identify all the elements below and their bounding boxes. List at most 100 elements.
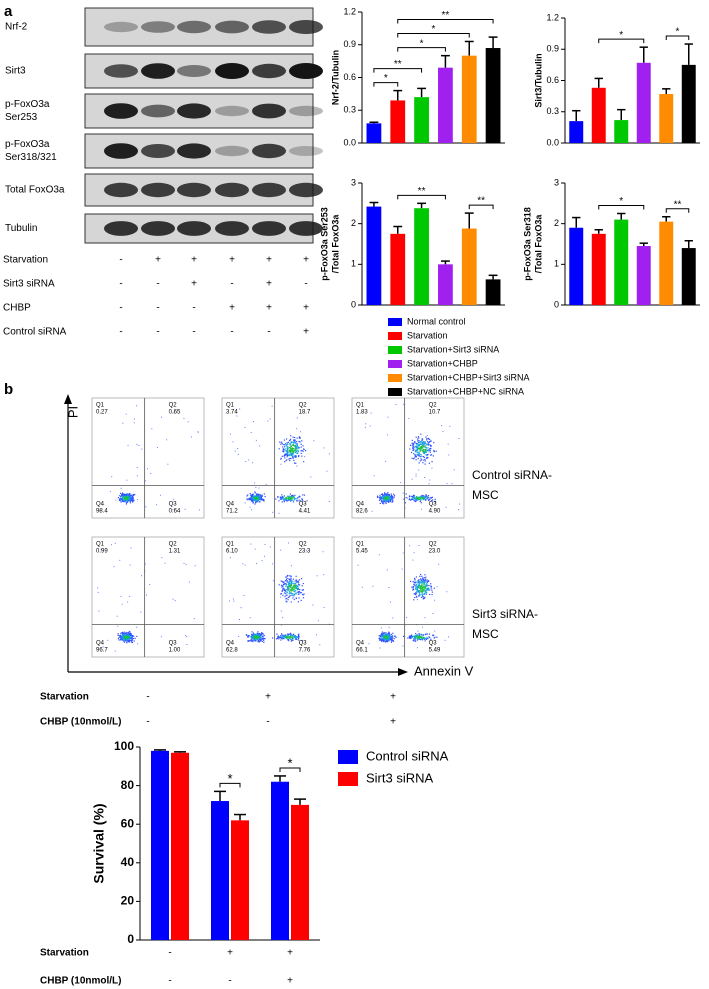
event-dot <box>281 496 283 498</box>
event-dot <box>418 591 420 594</box>
event-dot <box>292 450 294 452</box>
legend-swatch <box>338 772 358 786</box>
event-dot <box>431 593 433 596</box>
event-dot <box>414 636 416 638</box>
event-dot <box>131 494 133 496</box>
event-dot <box>278 512 280 514</box>
event-dot <box>258 634 261 636</box>
event-dot <box>125 634 127 636</box>
event-dot <box>127 496 129 499</box>
event-dot <box>286 451 289 453</box>
event-dot <box>379 647 381 649</box>
event-dot <box>120 595 122 597</box>
event-dot <box>288 585 290 587</box>
event-dot <box>135 405 137 407</box>
blot-band <box>177 20 211 34</box>
event-dot <box>278 638 280 640</box>
event-dot <box>285 583 288 585</box>
panel-label: b <box>4 381 13 398</box>
event-dot <box>416 450 418 452</box>
event-dot <box>419 449 421 451</box>
event-dot <box>409 444 412 446</box>
legend-label: Starvation+CHBP+NC siRNA <box>407 386 524 396</box>
event-dot <box>293 442 295 444</box>
legend-label: Starvation+CHBP+Sirt3 siRNA <box>407 372 530 382</box>
event-dot <box>256 495 258 497</box>
event-dot <box>421 589 423 591</box>
blot-band <box>252 221 286 236</box>
event-dot <box>382 494 384 496</box>
event-dot <box>409 637 411 640</box>
event-dot <box>252 462 254 464</box>
event-dot <box>289 633 291 635</box>
event-dot <box>417 445 419 447</box>
event-dot <box>389 638 391 640</box>
event-dot <box>250 498 253 500</box>
event-dot <box>252 632 254 634</box>
event-dot <box>426 637 428 639</box>
event-dot <box>418 439 420 442</box>
event-dot <box>282 495 284 498</box>
event-dot <box>420 591 422 593</box>
event-dot <box>385 499 387 502</box>
event-dot <box>120 487 122 489</box>
event-dot <box>293 598 295 601</box>
event-dot <box>382 637 384 639</box>
event-dot <box>110 544 112 546</box>
event-dot <box>418 637 420 639</box>
event-dot <box>125 495 127 497</box>
event-dot <box>403 498 405 500</box>
event-dot <box>420 636 422 638</box>
event-dot <box>286 445 288 447</box>
event-dot <box>293 497 295 499</box>
event-dot <box>261 560 263 562</box>
event-dot <box>420 495 422 498</box>
event-dot <box>292 593 294 595</box>
event-dot <box>259 498 261 500</box>
quadrant-name: Q1 <box>226 403 235 409</box>
event-dot <box>423 444 425 446</box>
event-dot <box>420 445 422 448</box>
event-dot <box>382 496 385 498</box>
event-dot <box>251 636 253 638</box>
event-dot <box>127 633 129 635</box>
event-dot <box>248 634 250 637</box>
event-dot <box>298 499 300 501</box>
event-dot <box>416 444 418 446</box>
event-dot <box>164 562 166 564</box>
event-dot <box>282 446 284 448</box>
event-dot <box>433 587 435 589</box>
quadrant-name: Q3 <box>169 641 178 647</box>
event-dot <box>418 498 420 500</box>
event-dot <box>278 500 280 502</box>
event-dot <box>411 451 413 454</box>
event-dot <box>261 498 263 500</box>
event-dot <box>387 633 389 635</box>
event-dot <box>364 426 366 428</box>
event-dot <box>251 509 253 511</box>
event-dot <box>251 500 253 502</box>
event-dot <box>296 638 298 640</box>
event-dot <box>301 589 303 591</box>
event-dot <box>119 559 121 561</box>
event-dot <box>294 584 296 586</box>
event-dot <box>385 632 387 634</box>
event-dot <box>120 632 122 634</box>
event-dot <box>292 448 294 450</box>
event-dot <box>413 495 416 497</box>
event-dot <box>297 452 299 454</box>
event-dot <box>102 646 104 648</box>
event-dot <box>130 634 132 637</box>
event-dot <box>383 634 385 637</box>
event-dot <box>387 496 389 498</box>
event-dot <box>120 495 122 497</box>
event-dot <box>141 575 143 577</box>
event-dot <box>310 476 312 478</box>
event-dot <box>127 640 130 643</box>
blot-band <box>177 103 211 119</box>
event-dot <box>387 639 389 641</box>
event-dot <box>304 456 306 458</box>
event-dot <box>295 443 298 445</box>
event-dot <box>383 638 385 640</box>
event-dot <box>285 460 287 462</box>
